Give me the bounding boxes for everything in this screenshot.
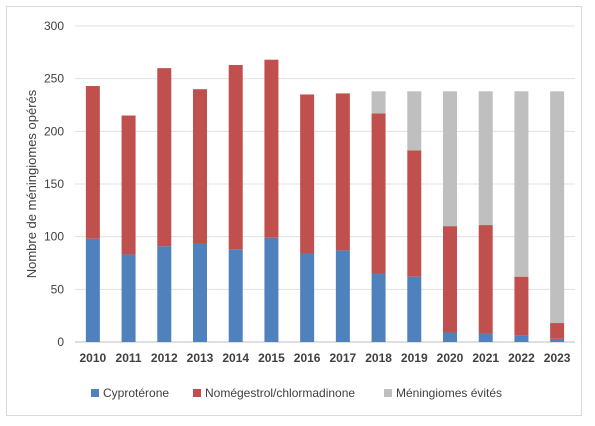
x-tick-label: 2011 — [116, 351, 142, 365]
legend: Cyprotérone Nomégestrol/chlormadinone Méni… — [91, 386, 502, 400]
bar-segment-series-1 — [157, 246, 172, 342]
bar-segment-series-1 — [478, 333, 493, 342]
bar-segment-series-1 — [371, 273, 386, 342]
bar-segment-series-2 — [300, 94, 315, 254]
bars — [85, 59, 565, 342]
bar-segment-series-1 — [550, 338, 565, 342]
y-tick-label: 300 — [44, 19, 64, 33]
bar-segment-series-1 — [264, 237, 279, 342]
x-tick-label: 2017 — [330, 351, 357, 365]
bar-segment-series-2 — [407, 150, 422, 277]
bar-segment-series-2 — [264, 59, 279, 238]
x-tick-label: 2016 — [294, 351, 321, 365]
bar-segment-series-3 — [514, 91, 529, 277]
x-axis-ticks: 2010 2011 2012 2013 2014 2015 2016 2017 2018 2019… — [80, 351, 571, 365]
legend-label: Cyprotérone — [103, 386, 169, 400]
bar-segment-series-1 — [443, 332, 457, 342]
bar-segment-series-3 — [550, 91, 565, 324]
x-tick-label: 2023 — [544, 351, 571, 365]
bar-segment-series-1 — [407, 276, 422, 342]
x-tick-label: 2018 — [365, 351, 392, 365]
bar-segment-series-1 — [228, 249, 243, 342]
gridlines — [75, 25, 575, 343]
bar-segment-series-1 — [121, 254, 136, 342]
y-tick-label: 100 — [44, 230, 64, 244]
bar-segment-series-3 — [407, 91, 422, 151]
x-tick-label: 2022 — [508, 351, 535, 365]
bar-segment-series-2 — [514, 276, 529, 336]
bar-segment-series-2 — [85, 86, 100, 239]
bar-segment-series-1 — [335, 250, 350, 342]
legend-label: Méningiomes évités — [396, 386, 502, 400]
bar-segment-series-3 — [478, 91, 493, 226]
y-tick-label: 150 — [44, 177, 64, 191]
legend-label: Nomégestrol/chlormadinone — [205, 386, 355, 400]
x-tick-label: 2012 — [151, 351, 178, 365]
bar-segment-series-2 — [335, 93, 350, 251]
bar-segment-series-3 — [443, 91, 457, 227]
bar-segment-series-2 — [478, 225, 493, 334]
bar-segment-series-1 — [193, 242, 207, 342]
y-tick-label: 250 — [44, 72, 64, 86]
bar-segment-series-1 — [514, 335, 529, 342]
bar-segment-series-2 — [193, 89, 207, 243]
bar-segment-series-2 — [121, 115, 136, 255]
x-tick-label: 2019 — [401, 351, 428, 365]
legend-swatch — [193, 389, 201, 397]
bar-segment-series-2 — [371, 113, 386, 274]
legend-swatch — [91, 389, 99, 397]
y-tick-label: 200 — [44, 124, 64, 138]
x-tick-label: 2020 — [437, 351, 464, 365]
y-axis-ticks: 0 50 100 150 200 250 300 — [44, 19, 64, 349]
x-tick-label: 2010 — [80, 351, 107, 365]
bar-segment-series-2 — [228, 64, 243, 250]
x-tick-label: 2021 — [472, 351, 499, 365]
y-axis-title: Nombre de méningiomes opérés — [24, 89, 39, 278]
y-tick-label: 50 — [51, 282, 65, 296]
x-tick-label: 2015 — [258, 351, 285, 365]
bar-segment-series-1 — [300, 253, 315, 342]
bar-segment-series-1 — [85, 238, 100, 342]
bar-segment-series-2 — [550, 323, 565, 339]
x-tick-label: 2013 — [187, 351, 214, 365]
legend-swatch — [384, 389, 392, 397]
bar-segment-series-2 — [443, 226, 457, 333]
bar-segment-series-2 — [157, 68, 172, 247]
y-tick-label: 0 — [57, 335, 64, 349]
bar-segment-series-3 — [371, 91, 386, 114]
x-tick-label: 2014 — [222, 351, 249, 365]
